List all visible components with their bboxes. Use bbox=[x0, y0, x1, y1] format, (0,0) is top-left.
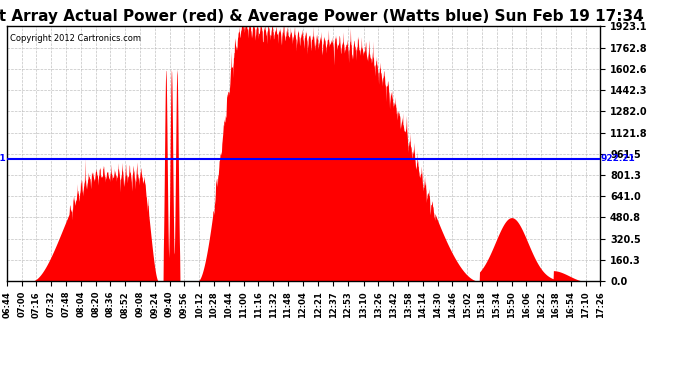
Text: 922.21: 922.21 bbox=[0, 154, 6, 164]
Title: West Array Actual Power (red) & Average Power (Watts blue) Sun Feb 19 17:34: West Array Actual Power (red) & Average … bbox=[0, 9, 644, 24]
Text: Copyright 2012 Cartronics.com: Copyright 2012 Cartronics.com bbox=[10, 34, 141, 43]
Text: 922.21: 922.21 bbox=[601, 154, 635, 164]
